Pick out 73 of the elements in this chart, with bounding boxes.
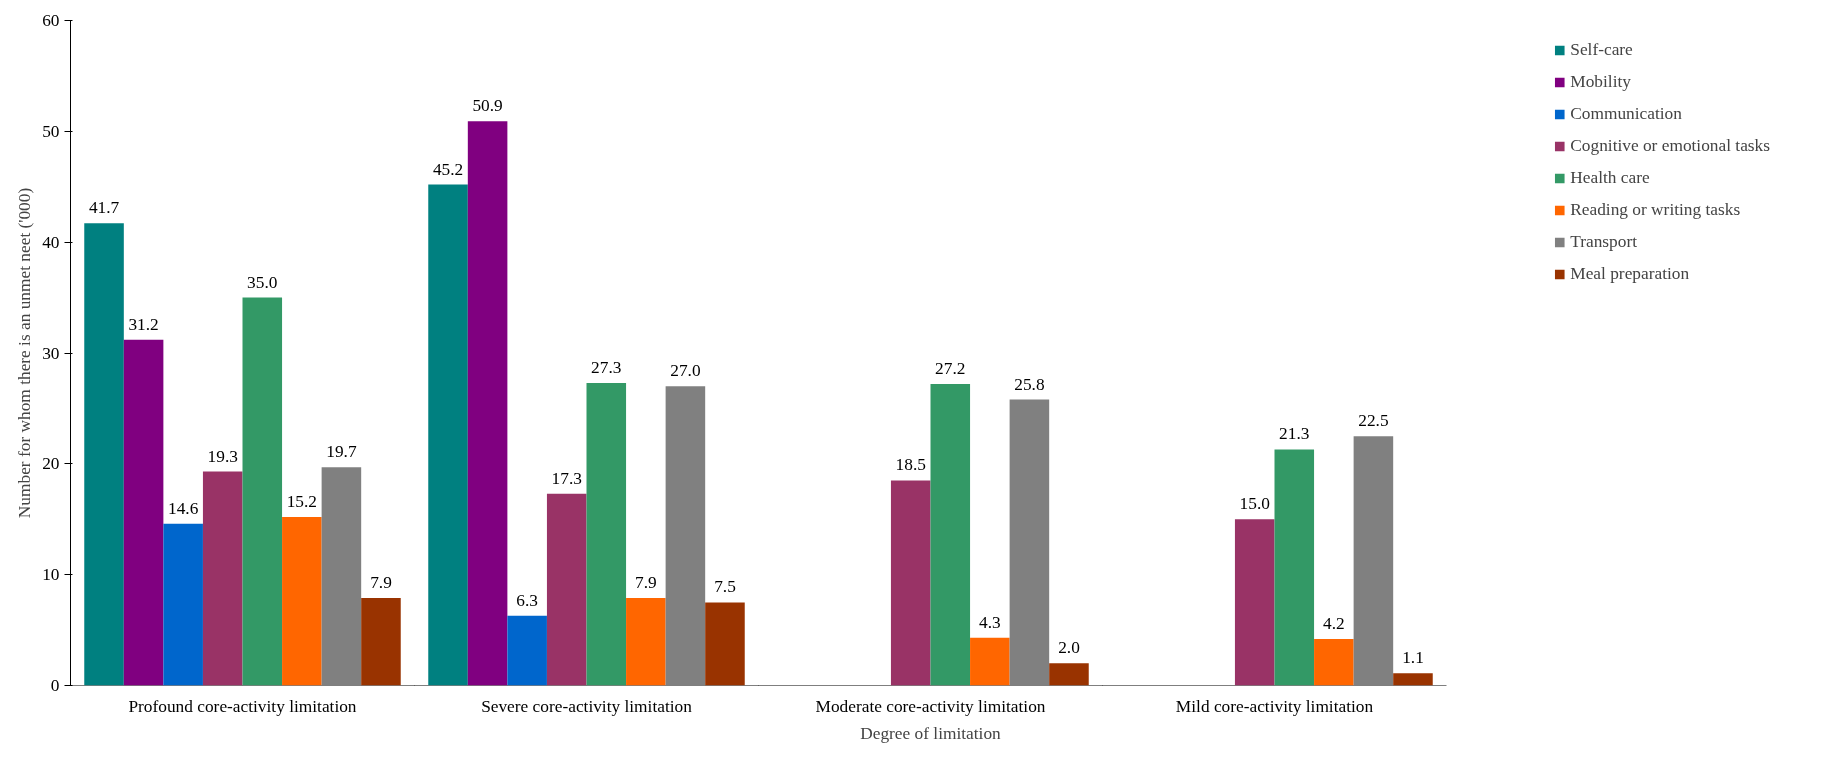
data-label: 18.5 — [895, 455, 926, 475]
data-label: 15.0 — [1239, 494, 1270, 514]
legend-label: Mobility — [1570, 72, 1631, 92]
data-label: 14.6 — [168, 498, 199, 518]
legend-label: Health care — [1570, 168, 1650, 188]
data-label: 45.2 — [432, 159, 464, 179]
bar — [84, 223, 124, 686]
y-tick-label: 40 — [42, 232, 60, 252]
bar — [890, 480, 931, 686]
bar — [1393, 673, 1433, 686]
data-label: 31.2 — [128, 314, 159, 334]
data-label: 22.5 — [1358, 411, 1389, 431]
bar — [282, 517, 322, 686]
bar — [321, 467, 362, 686]
data-label: 19.3 — [207, 446, 238, 466]
bar — [1049, 663, 1089, 686]
bar — [361, 597, 401, 686]
data-label: 4.3 — [979, 612, 1001, 632]
data-label: 15.2 — [286, 492, 318, 512]
y-tick-label: 10 — [42, 565, 60, 585]
data-label: 7.9 — [635, 572, 657, 592]
y-tick-label: 50 — [42, 121, 60, 141]
data-label: 7.5 — [714, 577, 736, 597]
bar — [970, 637, 1010, 686]
data-label: 27.3 — [591, 357, 622, 377]
data-label: 50.9 — [472, 96, 503, 116]
bar — [1009, 399, 1050, 686]
bar — [163, 523, 203, 686]
legend-label: Meal preparation — [1570, 264, 1690, 284]
data-label: 17.3 — [551, 468, 582, 488]
data-label: 27.0 — [670, 361, 701, 381]
bar — [546, 493, 587, 686]
x-tick-label: Moderate core-activity limitation — [815, 696, 1046, 716]
bar — [626, 597, 666, 686]
x-axis-title: Degree of limitation — [860, 723, 1002, 743]
data-label: 27.2 — [935, 359, 966, 379]
y-tick-label: 60 — [42, 11, 60, 30]
data-label: 25.8 — [1014, 374, 1045, 394]
legend-label: Self-care — [1570, 40, 1633, 60]
x-tick-label: Profound core-activity limitation — [128, 696, 357, 716]
data-label: 6.3 — [516, 590, 538, 610]
bar — [1314, 638, 1354, 686]
bar — [586, 382, 627, 686]
bar — [1353, 436, 1394, 686]
bar — [507, 615, 547, 686]
bar — [428, 184, 468, 686]
y-tick-label: 0 — [50, 676, 60, 695]
bar — [467, 121, 508, 686]
data-label: 7.9 — [370, 572, 392, 592]
y-tick-label: 20 — [42, 454, 60, 474]
x-tick-label: Severe core-activity limitation — [481, 696, 693, 716]
bar — [123, 339, 164, 686]
legend-label: Cognitive or emotional tasks — [1570, 136, 1770, 156]
legend-label: Transport — [1570, 232, 1638, 252]
legend-label: Communication — [1570, 104, 1682, 124]
bar — [1234, 519, 1275, 686]
data-label: 41.7 — [88, 198, 120, 218]
bar — [930, 384, 971, 686]
bar — [242, 297, 283, 686]
data-label: 35.0 — [247, 272, 278, 292]
data-label: 19.7 — [326, 442, 357, 462]
data-label: 2.0 — [1058, 638, 1080, 658]
data-label: 1.1 — [1402, 648, 1424, 668]
bar — [705, 602, 745, 686]
data-label: 4.2 — [1323, 613, 1345, 633]
y-tick-label: 30 — [42, 343, 60, 363]
bar — [1274, 449, 1315, 686]
x-tick-label: Mild core-activity limitation — [1175, 696, 1374, 716]
bar — [665, 386, 706, 686]
y-axis-title: Number for whom there is an unmet neet ('000) — [15, 187, 35, 519]
bar — [202, 471, 243, 686]
legend-label: Reading or writing tasks — [1570, 200, 1741, 220]
data-label: 21.3 — [1279, 424, 1310, 444]
